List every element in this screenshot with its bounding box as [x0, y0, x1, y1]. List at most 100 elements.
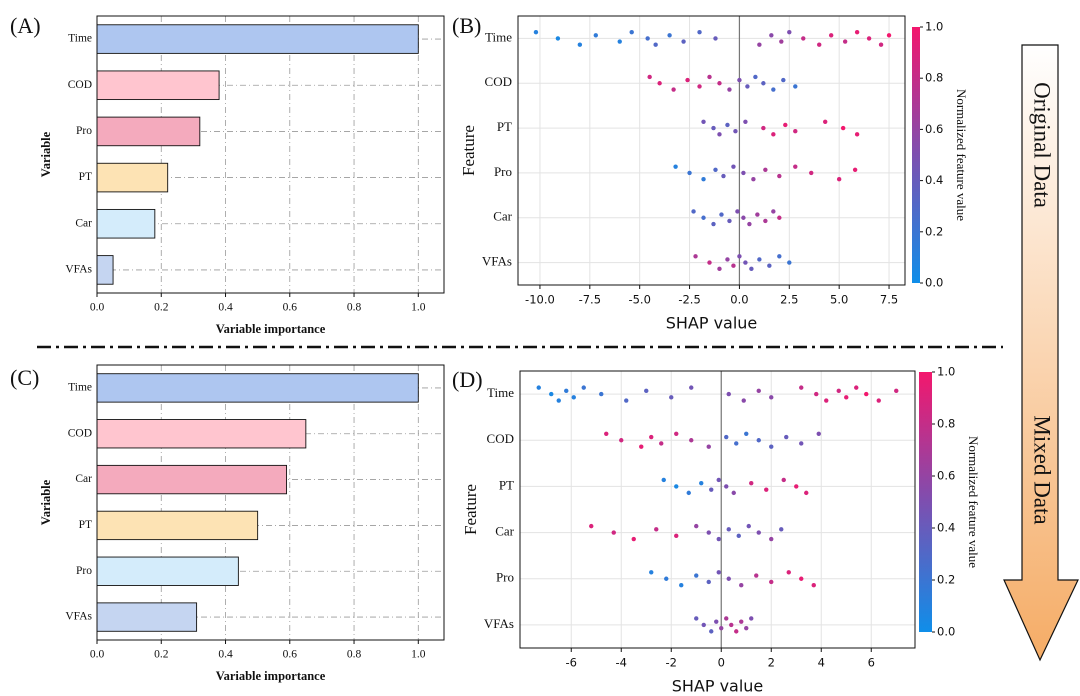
shap-point — [747, 221, 752, 227]
shap-point — [876, 398, 881, 403]
shap-point — [763, 167, 768, 172]
y-tick-label: COD — [487, 431, 514, 446]
shap-point — [709, 487, 714, 492]
shap-point — [781, 477, 786, 483]
x-tick-label: 0.8 — [347, 302, 362, 314]
panel-label: (A) — [10, 13, 41, 38]
shap-point — [761, 125, 766, 131]
colorbar-tick-label: 0.4 — [925, 173, 943, 187]
y-tick-label: Car — [493, 209, 512, 224]
x-tick-label: 0.4 — [218, 302, 233, 314]
plot-frame — [96, 15, 445, 294]
shap-point — [604, 431, 609, 436]
shap-point — [624, 398, 629, 403]
x-tick-label: 0.8 — [347, 649, 362, 661]
shap-point — [727, 87, 732, 92]
shap-point — [654, 527, 659, 532]
x-axis-label: Variable importance — [216, 669, 326, 683]
shap-point — [716, 570, 721, 575]
shap-point — [657, 81, 662, 86]
shap-point — [673, 164, 678, 169]
shap-point — [639, 444, 644, 449]
shap-point — [755, 212, 760, 217]
shap-point — [756, 530, 761, 535]
shap-point — [649, 570, 654, 575]
y-tick-label: PT — [79, 171, 92, 183]
colorbar-tick-label: 0.8 — [937, 417, 955, 431]
shap-point — [878, 42, 884, 47]
x-axis-label: SHAP value — [672, 677, 764, 696]
colorbar-tick-label: 0.8 — [925, 71, 943, 85]
x-tick-label: 0.0 — [90, 302, 105, 314]
shap-point — [724, 484, 729, 489]
shap-point — [611, 530, 616, 535]
shap-point — [777, 254, 782, 259]
shap-point — [711, 125, 716, 131]
shap-point — [811, 583, 816, 588]
x-tick-label: 1.0 — [411, 649, 426, 661]
shap-point — [736, 533, 741, 539]
bar — [96, 255, 114, 285]
shap-point — [727, 218, 732, 224]
shap-point — [629, 29, 634, 35]
shap-point — [699, 480, 704, 486]
shap-point — [706, 444, 711, 449]
x-tick-label: 0.0 — [730, 293, 748, 307]
shap-point — [769, 579, 774, 585]
shap-point — [549, 391, 554, 397]
x-tick-label: -4 — [616, 656, 627, 670]
shap-point — [749, 266, 754, 272]
bar — [96, 162, 169, 193]
shap-point — [719, 212, 724, 217]
colorbar-tick-label: 0.0 — [925, 276, 943, 290]
shap-point — [619, 438, 624, 443]
shap-point — [716, 477, 721, 483]
colorbar-tick-label: 1.0 — [925, 20, 943, 34]
shap-point — [737, 77, 742, 83]
shap-point — [749, 480, 754, 486]
shap-point — [804, 490, 809, 496]
shap-point — [577, 42, 583, 47]
shap-point — [744, 625, 749, 631]
colorbar-tick-label: 0.6 — [937, 469, 955, 483]
shap-point — [555, 36, 561, 41]
x-tick-label: -2 — [666, 656, 677, 670]
shap-point — [707, 74, 712, 80]
shap-point — [724, 434, 729, 440]
shap-point — [793, 84, 798, 89]
x-tick-label: 0.0 — [90, 649, 105, 661]
shap-point — [709, 629, 714, 634]
bar — [96, 419, 307, 449]
shap-point — [681, 39, 686, 44]
shap-point — [701, 215, 706, 220]
colorbar-tick-label: 0.2 — [937, 573, 955, 587]
shap-point — [771, 209, 776, 214]
shap-point — [694, 616, 699, 621]
shap-point — [809, 170, 814, 176]
shap-point — [717, 266, 722, 272]
shap-point — [769, 33, 774, 38]
shap-point — [564, 388, 569, 394]
y-tick-label: PT — [499, 477, 514, 492]
shap-point — [746, 523, 751, 529]
shap-point — [753, 74, 758, 80]
x-tick-label: 5.0 — [830, 293, 848, 307]
arrow-label: Mixed Data — [1030, 415, 1055, 524]
shap-point — [814, 391, 819, 397]
shap-point — [783, 122, 788, 128]
shap-point — [644, 388, 649, 394]
colorbar-tick-label: 0.2 — [925, 224, 943, 238]
shap-point — [725, 257, 730, 262]
shap-point — [779, 39, 784, 44]
x-tick-label: 0.6 — [283, 302, 298, 314]
shap-point — [701, 176, 706, 182]
shap-point — [793, 129, 798, 134]
shap-point — [743, 119, 748, 125]
shap-point — [536, 385, 541, 390]
shap-point — [669, 395, 674, 400]
shap-point — [756, 388, 761, 394]
x-tick-label: 6 — [868, 656, 875, 670]
shap-point — [689, 385, 694, 390]
shap-point — [757, 42, 762, 47]
colorbar-label: Normalized feature value — [966, 436, 981, 568]
